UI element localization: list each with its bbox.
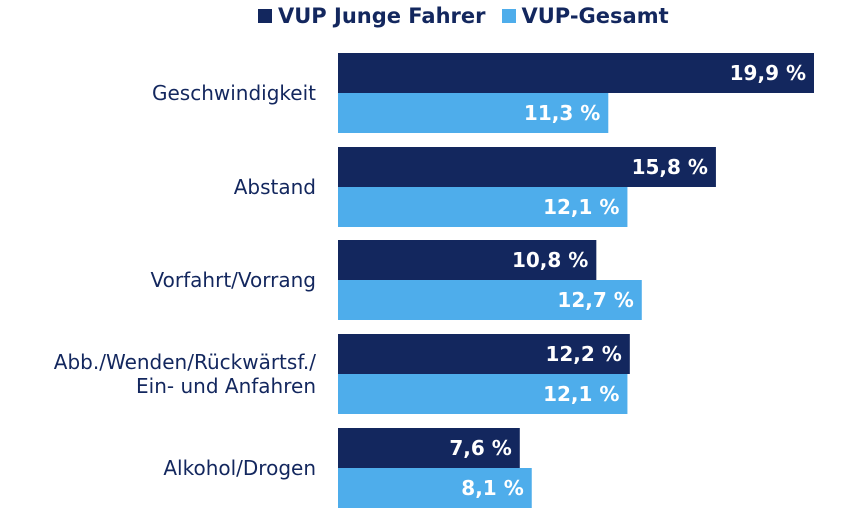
bar-value-label: 12,1 % [543, 195, 619, 219]
bar-value-label: 15,8 % [632, 155, 708, 179]
bar-value-label: 8,1 % [461, 476, 523, 500]
bar [338, 334, 630, 374]
legend: VUP Junge Fahrer VUP-Gesamt [258, 4, 669, 28]
category-label: Abstand [234, 175, 316, 199]
legend-item-junge-fahrer: VUP Junge Fahrer [258, 4, 486, 28]
bar-value-label: 7,6 % [449, 436, 511, 460]
bar-value-label: 10,8 % [512, 248, 588, 272]
bar-value-label: 19,9 % [730, 61, 806, 85]
bar [338, 374, 628, 414]
category-label: Alkohol/Drogen [163, 456, 316, 480]
legend-label-junge-fahrer: VUP Junge Fahrer [278, 4, 486, 28]
legend-label-gesamt: VUP-Gesamt [521, 4, 669, 28]
bar-value-label: 12,1 % [543, 382, 619, 406]
bar-value-label: 12,7 % [557, 288, 633, 312]
bar [338, 53, 814, 93]
category-label: Abb./Wenden/Rückwärtsf./Ein- und Anfahre… [54, 350, 316, 398]
bar-value-label: 11,3 % [524, 101, 600, 125]
bar [338, 93, 609, 133]
category-label: Geschwindigkeit [152, 81, 316, 105]
bar [338, 187, 628, 227]
bar [338, 428, 520, 468]
bar [338, 280, 642, 320]
category-label: Vorfahrt/Vorrang [151, 268, 316, 292]
legend-swatch-junge-fahrer [258, 9, 272, 23]
legend-item-gesamt: VUP-Gesamt [501, 4, 669, 28]
bar-value-label: 12,2 % [545, 342, 621, 366]
legend-swatch-gesamt [501, 9, 516, 23]
bar [338, 147, 716, 187]
bar [338, 240, 597, 280]
bar [338, 468, 532, 508]
